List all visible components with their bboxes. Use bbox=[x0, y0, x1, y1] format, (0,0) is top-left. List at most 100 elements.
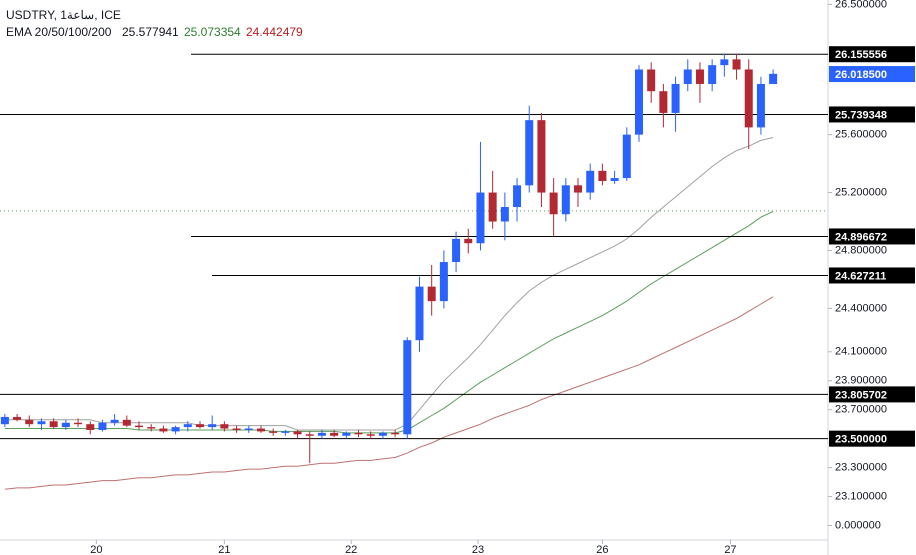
candle-body bbox=[439, 262, 448, 302]
candle-body bbox=[293, 431, 302, 435]
candle-body bbox=[574, 185, 583, 193]
candle-body bbox=[671, 83, 680, 113]
level-price-box bbox=[829, 228, 915, 245]
candle-body bbox=[500, 207, 509, 222]
candle-body bbox=[135, 425, 144, 428]
candle-body bbox=[415, 286, 424, 341]
level-price-box bbox=[829, 46, 915, 63]
candle-body bbox=[342, 432, 351, 436]
candle-body bbox=[195, 424, 204, 428]
candle-body bbox=[281, 431, 290, 433]
candle-body bbox=[147, 427, 156, 429]
y-tick-label: 24.800000 bbox=[835, 244, 887, 256]
candle-body bbox=[208, 424, 217, 428]
level-price-label: 26.155556 bbox=[835, 49, 887, 61]
candle-body bbox=[366, 434, 375, 436]
y-tick-label: 23.300000 bbox=[835, 462, 887, 474]
candle-body bbox=[659, 91, 668, 113]
candle-body bbox=[403, 340, 412, 435]
x-tick-label: 26 bbox=[596, 544, 608, 555]
candle-body bbox=[452, 238, 461, 263]
candle-body bbox=[86, 424, 95, 430]
x-tick-label: 22 bbox=[345, 544, 357, 555]
candle-body bbox=[744, 69, 753, 128]
y-tick-label: 23.100000 bbox=[835, 490, 887, 502]
candle-body bbox=[305, 434, 314, 436]
candle-body bbox=[37, 421, 46, 425]
y-tick-label: 26.500000 bbox=[835, 0, 887, 10]
plot bbox=[0, 53, 828, 490]
candle-body bbox=[598, 170, 607, 181]
candle-body bbox=[25, 419, 34, 425]
x-tick-label: 20 bbox=[90, 544, 102, 555]
candle-body bbox=[525, 120, 534, 186]
candle-body bbox=[610, 178, 619, 181]
candle-body bbox=[464, 238, 473, 244]
candle-body bbox=[244, 428, 253, 430]
level-price-box bbox=[829, 386, 915, 403]
candle-body bbox=[330, 432, 339, 436]
candle-body bbox=[549, 192, 558, 215]
candle-body bbox=[61, 422, 70, 428]
ema-line bbox=[4, 137, 774, 431]
y-tick-label: 24.100000 bbox=[835, 346, 887, 358]
x-tick-label: 23 bbox=[472, 544, 484, 555]
y-tick-label: 24.400000 bbox=[835, 302, 887, 314]
y-tick-label: 0.000000 bbox=[835, 519, 881, 531]
candle-body bbox=[586, 170, 595, 193]
level-price-label: 24.896672 bbox=[835, 231, 887, 243]
candle-body bbox=[232, 428, 241, 430]
candle-body bbox=[256, 428, 265, 432]
candle-body bbox=[0, 416, 9, 425]
candle-body bbox=[695, 69, 704, 84]
level-price-label: 24.627211 bbox=[835, 270, 886, 282]
candle-body bbox=[708, 65, 717, 84]
y-tick-label: 23.900000 bbox=[835, 375, 887, 387]
candle-body bbox=[74, 422, 83, 425]
y-tick-label: 23.700000 bbox=[835, 404, 887, 416]
x-tick-label: 21 bbox=[218, 544, 230, 555]
ema-value: 24.442479 bbox=[246, 25, 303, 39]
candle-body bbox=[488, 192, 497, 222]
x-tick-label: 27 bbox=[724, 544, 736, 555]
level-price-box bbox=[829, 430, 915, 447]
candle-body bbox=[98, 422, 107, 430]
candle-body bbox=[537, 120, 546, 193]
candle-body bbox=[183, 424, 192, 428]
candle-body bbox=[513, 185, 522, 208]
candle-body bbox=[756, 83, 765, 128]
candle-body bbox=[647, 69, 656, 92]
candle-body bbox=[378, 432, 387, 436]
level-price-box bbox=[829, 106, 915, 123]
candle-body bbox=[13, 416, 22, 420]
chart-title: USDTRY, 1ساعة, ICE bbox=[6, 8, 121, 22]
candle-body bbox=[159, 428, 168, 432]
candle-body bbox=[317, 432, 326, 436]
current-price-box bbox=[829, 66, 915, 83]
candle-body bbox=[634, 69, 643, 135]
y-tick-label: 25.600000 bbox=[835, 129, 887, 141]
ema-value: 25.073354 bbox=[184, 25, 241, 39]
level-price-label: 23.500000 bbox=[835, 434, 887, 446]
candle-body bbox=[391, 432, 400, 435]
candle-body bbox=[476, 192, 485, 244]
candle-body bbox=[269, 431, 278, 433]
candle-body bbox=[720, 59, 729, 66]
candle-body bbox=[220, 424, 229, 429]
level-price-label: 23.805702 bbox=[835, 389, 887, 401]
candle-body bbox=[561, 185, 570, 215]
candle-body bbox=[683, 69, 692, 84]
candle-body bbox=[622, 134, 631, 179]
ema-value: 25.577941 bbox=[122, 25, 179, 39]
candle-body bbox=[732, 59, 741, 70]
ema-line bbox=[4, 296, 774, 490]
candle-body bbox=[110, 419, 119, 423]
candle-body bbox=[122, 419, 131, 426]
candle-body bbox=[49, 421, 58, 428]
ema-line bbox=[4, 210, 774, 434]
candle-body bbox=[769, 73, 778, 84]
indicator-label: EMA 20/50/100/200 bbox=[6, 25, 112, 39]
candle-body bbox=[354, 432, 363, 435]
